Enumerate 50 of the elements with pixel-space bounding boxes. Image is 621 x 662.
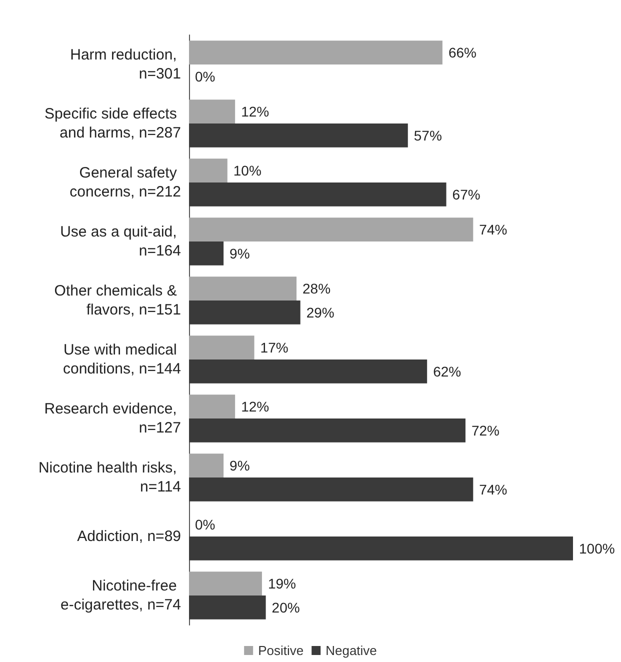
bar bbox=[189, 158, 228, 182]
bar bbox=[189, 336, 254, 360]
data-label: 74% bbox=[479, 481, 508, 498]
bar bbox=[189, 242, 224, 266]
bar bbox=[189, 536, 573, 560]
bar bbox=[189, 124, 408, 148]
data-label: 62% bbox=[433, 363, 462, 380]
legend-label: Negative bbox=[326, 643, 377, 658]
y-tick-label: Use as a quit-aid, n=164 bbox=[60, 224, 181, 260]
data-label: 66% bbox=[448, 44, 476, 61]
data-label: 74% bbox=[479, 222, 508, 238]
data-label: 10% bbox=[233, 162, 262, 179]
legend-label: Positive bbox=[258, 643, 304, 658]
bar bbox=[189, 100, 236, 124]
data-label: 28% bbox=[302, 280, 331, 297]
data-label: 12% bbox=[241, 104, 270, 120]
bar bbox=[189, 478, 474, 502]
data-label: 12% bbox=[241, 398, 270, 415]
bar bbox=[189, 454, 224, 478]
y-tick-label: General safety concerns, n=212 bbox=[70, 164, 181, 200]
bar bbox=[189, 218, 474, 242]
bar bbox=[189, 394, 236, 418]
bar bbox=[189, 40, 442, 64]
bar bbox=[189, 596, 266, 620]
data-label: 0% bbox=[195, 68, 216, 84]
data-label: 20% bbox=[272, 599, 300, 616]
data-label: 9% bbox=[230, 245, 250, 262]
data-label: 29% bbox=[306, 304, 334, 320]
bar bbox=[189, 360, 428, 384]
y-tick-label: Research evidence, n=127 bbox=[44, 400, 181, 436]
data-label: 19% bbox=[268, 576, 296, 592]
bar bbox=[189, 418, 466, 442]
bar bbox=[189, 182, 446, 206]
data-label: 67% bbox=[452, 186, 480, 202]
data-label: 0% bbox=[195, 516, 216, 533]
y-tick-label: Harm reduction, n=301 bbox=[70, 46, 181, 82]
bar bbox=[189, 276, 297, 300]
y-tick-label: Addiction, n=89 bbox=[77, 528, 181, 545]
data-label: 9% bbox=[230, 458, 250, 474]
data-label: 57% bbox=[414, 127, 442, 144]
bar bbox=[189, 300, 300, 324]
y-tick-label: Specific side effects and harms, n=287 bbox=[44, 106, 181, 142]
y-tick-label: Nicotine health risks, n=114 bbox=[38, 460, 181, 496]
y-tick-label: Use with medical conditions, n=144 bbox=[62, 342, 181, 378]
data-label: 72% bbox=[471, 422, 500, 438]
y-tick-label: Nicotine-free e-cigarettes, n=74 bbox=[60, 578, 181, 614]
y-tick-label: Other chemicals & flavors, n=151 bbox=[54, 282, 181, 318]
bar bbox=[189, 572, 262, 596]
data-label: 100% bbox=[579, 540, 615, 556]
data-label: 17% bbox=[260, 340, 288, 356]
